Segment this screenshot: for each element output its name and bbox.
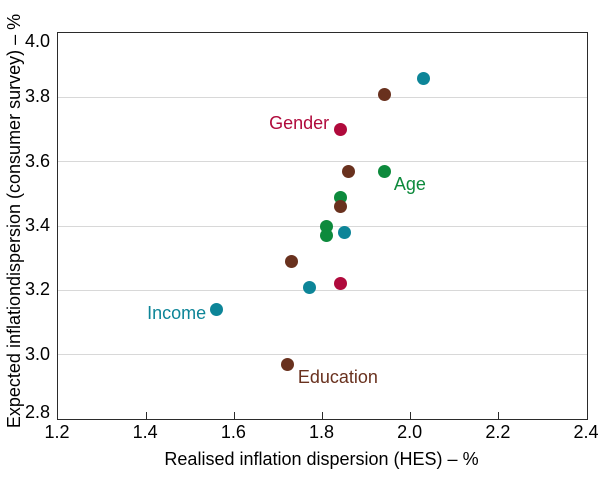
- data-point-income: [210, 303, 224, 317]
- x-tick-label: 2.4: [573, 422, 599, 442]
- gridline: [58, 161, 587, 163]
- y-tick-label: 3.0: [24, 343, 50, 364]
- x-axis-title: Realised inflation dispersion (HES) – %: [164, 449, 479, 469]
- series-annotation-education: Education: [297, 367, 378, 388]
- x-tick-label: 2.0: [397, 422, 423, 442]
- data-point-income: [417, 71, 431, 85]
- series-annotation-age: Age: [393, 174, 426, 195]
- data-point-age: [377, 164, 391, 178]
- data-point-gender: [333, 123, 347, 136]
- y-tick-label: 3.8: [24, 86, 50, 107]
- y-tick-label: 4.0: [24, 31, 50, 51]
- data-point-gender: [333, 277, 347, 291]
- series-annotation-income: Income: [147, 302, 207, 323]
- data-point-income: [338, 225, 352, 239]
- x-tick-label: 1.6: [220, 422, 246, 442]
- gridline: [58, 96, 587, 98]
- data-point-education: [377, 87, 391, 101]
- x-axis-tick: [498, 412, 500, 419]
- data-point-education: [285, 254, 299, 268]
- x-tick-label: 2.2: [485, 422, 511, 442]
- x-tick-label: 1.8: [308, 422, 335, 442]
- data-point-education: [280, 357, 294, 371]
- data-point-education: [342, 164, 356, 178]
- x-tick-label: 1.2: [44, 422, 70, 442]
- series-annotation-gender: Gender: [269, 113, 330, 134]
- x-axis-tick: [233, 412, 235, 419]
- plot-area: Income Gender Age Education: [57, 32, 588, 420]
- y-tick-label: 3.2: [24, 279, 50, 300]
- y-tick-label: 3.4: [24, 215, 50, 235]
- gridline: [58, 354, 587, 356]
- y-tick-label: 3.6: [24, 150, 50, 171]
- data-point-age: [320, 229, 334, 243]
- data-point-income: [302, 280, 316, 294]
- data-point-education: [333, 200, 347, 214]
- x-axis-tick: [145, 412, 147, 419]
- x-axis-tick: [322, 412, 323, 419]
- gridline: [58, 289, 587, 291]
- x-axis-tick: [410, 412, 412, 419]
- y-tick-label: 2.8: [24, 402, 50, 422]
- x-tick-label: 1.4: [132, 422, 158, 442]
